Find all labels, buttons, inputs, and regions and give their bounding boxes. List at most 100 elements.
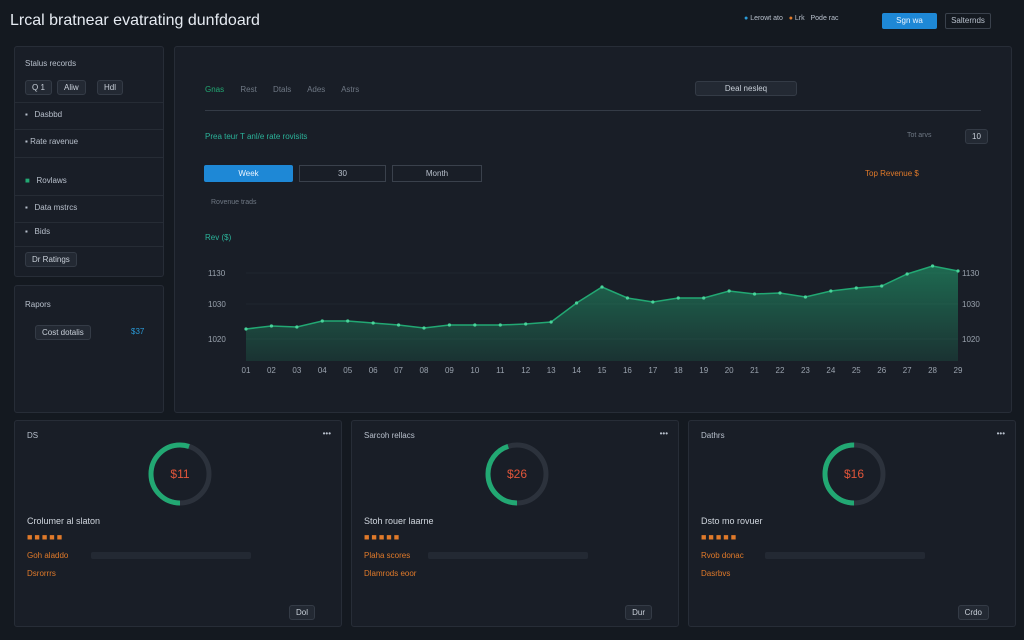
- card-line: Dlamrods eoor: [364, 569, 417, 578]
- status-text: Lerowt ato: [750, 15, 783, 22]
- x-tick-label: 21: [750, 366, 759, 375]
- card-chip[interactable]: Crdo: [957, 605, 989, 620]
- status: ● Lerowt ato ● Lrk Pode rac: [744, 15, 839, 22]
- card-chip[interactable]: Dur: [625, 605, 652, 620]
- nav-item[interactable]: ▪ Rate ravenue: [25, 137, 79, 146]
- nav-text: Data mstrcs: [34, 203, 78, 212]
- nav-text: Bids: [34, 227, 51, 236]
- card-line: Dsrorrrs: [27, 569, 56, 578]
- chip[interactable]: Cost dotalis: [35, 325, 91, 340]
- tabs: Gnas Rest Dtals Ades Astrs: [205, 85, 359, 94]
- donut: $26: [485, 442, 549, 506]
- primary-button[interactable]: Sgn wa: [882, 13, 937, 29]
- point: [396, 323, 401, 327]
- point: [498, 323, 502, 327]
- point: [549, 320, 553, 324]
- point: [447, 323, 452, 327]
- main-panel: Gnas Rest Dtals Ades Astrs Deal nesleq P…: [174, 46, 1012, 413]
- reports-panel: Rapors Cost dotalis $37: [14, 285, 164, 413]
- status-text: Pode rac: [810, 15, 839, 22]
- point: [752, 292, 757, 296]
- point: [778, 291, 782, 295]
- x-tick-label: 06: [369, 366, 378, 375]
- card-chip[interactable]: Dol: [288, 605, 315, 620]
- x-tick-label: 04: [318, 366, 327, 375]
- stars: ■■■■■: [701, 532, 739, 542]
- donut: $16: [822, 442, 886, 506]
- stars: ■■■■■: [27, 532, 65, 542]
- tab-underline: [205, 110, 981, 111]
- point: [600, 285, 604, 289]
- card-line: Goh aladdo: [27, 551, 69, 560]
- point: [574, 301, 579, 305]
- tab[interactable]: Astrs: [341, 85, 360, 94]
- card-bar: [91, 552, 251, 559]
- y-tick-label: 1030: [208, 300, 226, 309]
- point: [956, 269, 960, 273]
- point: [269, 324, 274, 328]
- y-axis-label: Rev ($): [205, 233, 232, 242]
- card-title: DS: [27, 431, 39, 440]
- x-tick-label: 02: [267, 366, 276, 375]
- title: Lrcal bratnear evatrating dunfdoard: [10, 12, 260, 29]
- chip[interactable]: Q 1: [25, 80, 52, 95]
- heading: Prea teur T anl/e rate rovisits: [205, 132, 308, 141]
- card-menu[interactable]: •••: [996, 429, 1005, 438]
- sidebar-heading: Stalus records: [25, 59, 77, 68]
- y-tick-label: 1130: [208, 269, 226, 278]
- donut-value: $26: [507, 467, 527, 481]
- point: [244, 327, 248, 331]
- range-button[interactable]: 30: [299, 165, 386, 182]
- tab-chip[interactable]: Deal nesleq: [695, 81, 797, 96]
- range-button[interactable]: Month: [392, 165, 482, 182]
- chip[interactable]: Aliw: [57, 80, 86, 95]
- tab[interactable]: Gnas: [205, 85, 225, 94]
- x-tick-label: 26: [877, 366, 886, 375]
- point: [930, 264, 935, 268]
- card-title: Dathrs: [701, 431, 725, 440]
- x-tick-label: 19: [699, 366, 708, 375]
- point: [905, 272, 909, 276]
- chip[interactable]: Hdl: [97, 80, 124, 95]
- tab[interactable]: Dtals: [273, 85, 292, 94]
- secondary-button[interactable]: Salternds: [945, 13, 991, 29]
- card-title: Sarcoh rellacs: [364, 431, 415, 440]
- nav-item[interactable]: ▪ Dasbbd: [25, 110, 63, 119]
- x-tick-label: 11: [496, 366, 505, 375]
- chip[interactable]: Dr Ratings: [25, 252, 77, 267]
- revenue-label: Top Revenue $: [865, 169, 919, 178]
- point: [880, 284, 884, 288]
- card-menu[interactable]: •••: [322, 429, 331, 438]
- point: [702, 296, 706, 300]
- stars: ■■■■■: [364, 532, 402, 542]
- point: [473, 323, 477, 327]
- point: [651, 300, 655, 304]
- point: [854, 286, 858, 290]
- y-tick-label: 1020: [208, 335, 226, 344]
- x-tick-label: 17: [648, 366, 657, 375]
- nav-item[interactable]: ▪ Data mstrcs: [25, 203, 78, 212]
- range-button[interactable]: Week: [204, 165, 293, 182]
- card-menu[interactable]: •••: [659, 429, 668, 438]
- tab[interactable]: Ades: [307, 85, 326, 94]
- point: [829, 289, 833, 293]
- nav-item[interactable]: ▪ Bids: [25, 227, 51, 236]
- tab[interactable]: Rest: [240, 85, 257, 94]
- donut-arc: [485, 442, 549, 506]
- area: [246, 266, 958, 361]
- card: Dathrs ••• $16 Dsto mo rovuer ■■■■■ Rvob dona…: [688, 420, 1016, 627]
- card: Sarcoh rellacs ••• $26 Stoh rouer laarne ■■■…: [351, 420, 679, 627]
- x-tick-label: 18: [674, 366, 683, 375]
- filter-count[interactable]: 10: [965, 129, 988, 144]
- x-tick-label: 24: [826, 366, 835, 375]
- card-label: Crolumer al slaton: [27, 516, 101, 526]
- point: [803, 295, 808, 299]
- y-tick-label-right: 1130: [962, 269, 980, 278]
- x-tick-label: 01: [242, 366, 251, 375]
- point: [346, 319, 350, 323]
- nav-item[interactable]: ■ Rovlaws: [25, 176, 67, 185]
- card-line: Plaha scores: [364, 551, 411, 560]
- x-tick-label: 16: [623, 366, 632, 375]
- x-tick-label: 22: [776, 366, 785, 375]
